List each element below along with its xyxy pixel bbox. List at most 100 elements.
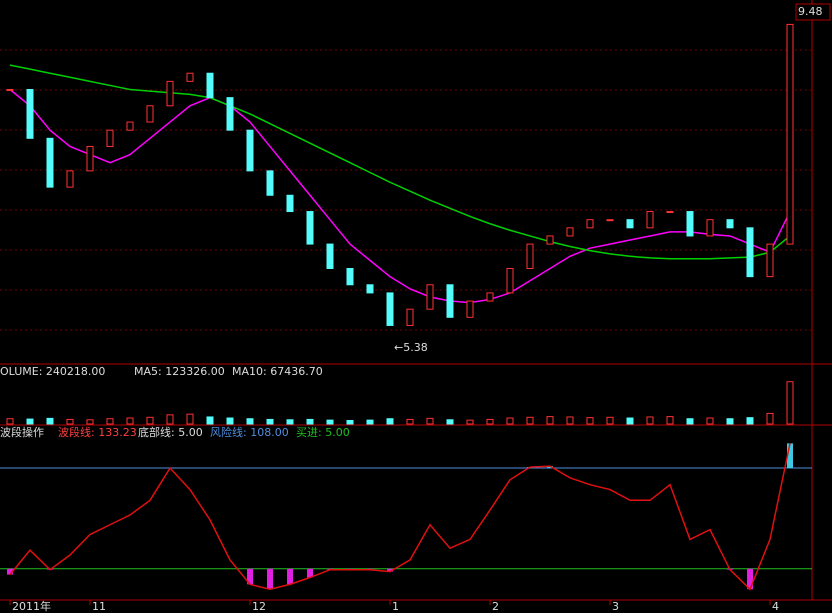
- volume-bar: [506, 417, 514, 425]
- candle: [186, 72, 194, 82]
- risk-bar: [787, 443, 793, 469]
- indicator-label: 波段线: 133.23: [58, 425, 137, 439]
- candle: [586, 219, 594, 229]
- candle: [706, 219, 714, 237]
- volume-bar: [386, 418, 394, 425]
- volume-bar: [326, 419, 334, 425]
- x-tick-label: 4: [772, 600, 779, 613]
- volume-bar: [186, 413, 194, 425]
- volume-bar: [166, 414, 174, 425]
- volume-bar: [106, 418, 114, 425]
- candle: [226, 97, 234, 131]
- candle: [146, 105, 154, 123]
- buy-bar: [287, 568, 293, 585]
- volume-bar: [406, 418, 414, 425]
- buy-bar: [7, 568, 13, 575]
- candle: [46, 137, 54, 188]
- volume-label: MA10: 67436.70: [232, 365, 323, 378]
- candle: [286, 194, 294, 213]
- candle: [426, 284, 434, 310]
- candle: [606, 219, 614, 222]
- volume-bar: [226, 417, 234, 425]
- volume-bar: [126, 417, 134, 425]
- indicator-label: 买进: 5.00: [296, 426, 350, 439]
- volume-bar: [546, 416, 554, 425]
- volume-bar: [286, 419, 294, 425]
- candle: [766, 243, 774, 278]
- candle: [406, 308, 414, 326]
- candle: [366, 284, 374, 294]
- candle: [666, 211, 674, 214]
- volume-bar: [766, 412, 774, 425]
- volume-bar: [346, 419, 354, 425]
- indicator-label: 风险线: 108.00: [210, 425, 289, 439]
- volume-bar: [706, 417, 714, 425]
- volume-bar: [146, 416, 154, 425]
- candle: [26, 89, 34, 139]
- buy-bar: [307, 568, 313, 578]
- candle: [446, 284, 454, 318]
- volume-bar: [206, 416, 214, 425]
- volume-bar: [586, 417, 594, 425]
- volume-bar: [26, 418, 34, 425]
- buy-bar: [267, 568, 273, 590]
- candle: [6, 89, 14, 91]
- x-tick-label: 2011年: [12, 599, 51, 613]
- moving-average: [9, 88, 791, 304]
- indicator-title: 波段操作: [0, 425, 44, 439]
- candle: [346, 268, 354, 286]
- volume-label: OLUME: 240218.00: [0, 365, 105, 378]
- candle: [266, 170, 274, 196]
- candle: [686, 211, 694, 237]
- moving-average: [9, 64, 791, 260]
- candle: [746, 227, 754, 278]
- volume-bar: [786, 381, 794, 425]
- candle: [126, 121, 134, 131]
- indicator-label: 底部线: 5.00: [138, 425, 203, 439]
- candle: [326, 243, 334, 270]
- candle: [306, 211, 314, 245]
- volume-bar: [266, 418, 274, 425]
- volume-bar: [746, 417, 754, 425]
- volume-bar: [606, 416, 614, 425]
- candle: [66, 170, 74, 188]
- wave-line: [9, 443, 791, 591]
- price-box: [795, 3, 831, 21]
- volume-bar: [566, 416, 574, 425]
- volume-bar: [486, 418, 494, 425]
- volume-bar: [626, 417, 634, 425]
- candle: [626, 219, 634, 229]
- x-tick-label: 2: [492, 600, 499, 613]
- candle: [466, 300, 474, 318]
- annotation: 9.48: [798, 5, 823, 18]
- candle: [386, 292, 394, 326]
- candle: [566, 227, 574, 237]
- risk-bar: [547, 466, 553, 469]
- x-tick-label: 11: [92, 600, 106, 613]
- candle: [206, 72, 214, 99]
- buy-bar: [247, 568, 253, 585]
- candle: [726, 219, 734, 229]
- candle: [106, 129, 114, 147]
- volume-bar: [666, 416, 674, 425]
- x-tick-label: 12: [252, 600, 266, 613]
- volume-bar: [306, 418, 314, 425]
- candle: [526, 243, 534, 270]
- volume-bar: [6, 418, 14, 425]
- volume-bar: [526, 416, 534, 425]
- candle: [86, 145, 94, 172]
- volume-bar: [246, 418, 254, 425]
- candle: [486, 292, 494, 302]
- volume-bar: [466, 419, 474, 425]
- candle: [546, 235, 554, 245]
- candle: [246, 129, 254, 172]
- volume-label: MA5: 123326.00: [134, 365, 225, 378]
- x-tick-label: 3: [612, 600, 619, 613]
- volume-bar: [426, 417, 434, 425]
- volume-bar: [646, 416, 654, 425]
- volume-bar: [86, 419, 94, 425]
- volume-bar: [726, 418, 734, 425]
